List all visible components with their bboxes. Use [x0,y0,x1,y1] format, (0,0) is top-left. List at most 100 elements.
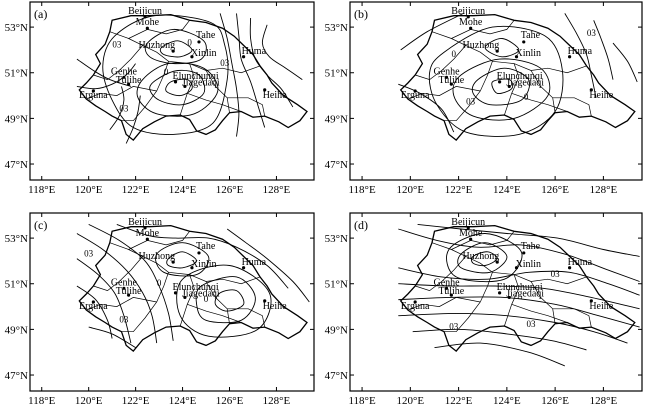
county-border [86,86,157,100]
station-label: Genhe [433,66,460,77]
station-marker [495,49,499,53]
station-label: Jiagedaqi [506,288,544,299]
county-border [511,92,568,112]
isoline [166,251,198,269]
panel-frame [29,212,315,392]
county-border [504,274,520,327]
x-tick-label: 120°E [397,184,425,196]
station-label: Huma [242,46,267,57]
contour-value-label: 03 [84,248,94,258]
isoline [88,224,174,341]
y-tick-label: 47°N [325,370,348,382]
x-tick-label: 120°E [75,395,103,405]
county-border [407,297,481,311]
isoline [398,267,640,296]
station-marker [173,291,178,295]
station-label: Jiagedaqi [182,77,220,88]
station-marker [507,84,511,89]
contour-value-label: 03 [526,319,536,329]
station-label: Elunchunqi [497,282,543,293]
x-tick-label: 128°E [263,395,291,405]
county-border [552,97,592,117]
contour-value-label: 03 [112,40,122,50]
county-border [415,45,467,80]
station-marker [449,82,453,86]
station-marker [197,40,201,44]
county-border [93,45,143,80]
station-marker [241,55,246,59]
y-tick-label: 47°N [325,159,348,171]
x-tick-label: 118°E [348,184,375,196]
station-marker [126,293,131,297]
x-tick-label: 118°E [28,395,55,405]
contour-value-label: 03 [466,97,476,107]
x-tick-label: 122°E [445,184,473,196]
county-border [86,297,157,311]
isoline [428,25,564,137]
x-tick-label: 126°E [216,184,244,196]
county-border [179,274,195,327]
station-marker [145,26,149,30]
contour-lines [76,223,310,348]
contour-value-label: 03 [119,315,129,325]
station-label: Beijicun [128,6,162,17]
y-tick-label: 47°N [5,159,28,171]
region-outline [399,224,636,352]
x-tick-label: 120°E [75,184,103,196]
isoline [226,228,310,303]
station-label: Genhe [433,277,460,288]
panel-label: (d) [354,218,368,232]
station-label: Jiagedaqi [506,77,544,88]
isoline [471,251,498,267]
station-marker [143,226,147,230]
panel-frame [349,1,643,181]
y-tick-label: 53°N [325,233,348,245]
y-tick-label: 53°N [325,22,348,34]
station-marker [469,237,473,241]
station-marker [498,80,502,84]
x-tick-label: 128°E [590,395,618,405]
isoline [76,63,136,90]
isoline [116,223,289,289]
station-label: Xinlin [516,259,542,270]
station-label: Genhe [111,277,138,288]
isoline [612,42,638,83]
isoline [400,13,464,51]
station-marker [126,82,131,86]
station-marker [190,55,194,59]
isoline [564,13,597,98]
station-label: Beijicun [451,217,485,228]
contour-lines [76,13,303,144]
x-tick-label: 128°E [263,184,291,196]
station-marker [145,237,149,241]
county-border [121,61,169,122]
station-marker [495,260,499,264]
isoline [155,242,210,277]
region-outline [399,13,636,141]
station-marker [589,299,593,303]
county-border [205,70,230,113]
isoline [398,312,628,344]
station-label: Xinlin [516,48,542,59]
station-label: Elunchunqi [497,71,543,82]
isoline [398,83,455,133]
station-marker [589,88,593,92]
station-label: Tahe [196,30,216,41]
station-label: Heihe [263,301,287,312]
x-tick-label: 126°E [216,395,244,405]
isoline [261,24,303,80]
station-marker [183,295,187,300]
x-tick-label: 118°E [28,184,55,196]
isoline [412,328,587,351]
county-border [128,231,190,250]
station-label: Huzhong [463,40,500,51]
y-tick-label: 51°N [325,68,348,80]
y-tick-label: 53°N [5,22,28,34]
x-tick-label: 122°E [122,395,150,405]
county-border [121,272,169,333]
station-label: Beijicun [451,6,485,17]
station-label: Mohe [459,17,483,28]
station-marker [183,84,187,89]
station-marker [413,300,417,304]
